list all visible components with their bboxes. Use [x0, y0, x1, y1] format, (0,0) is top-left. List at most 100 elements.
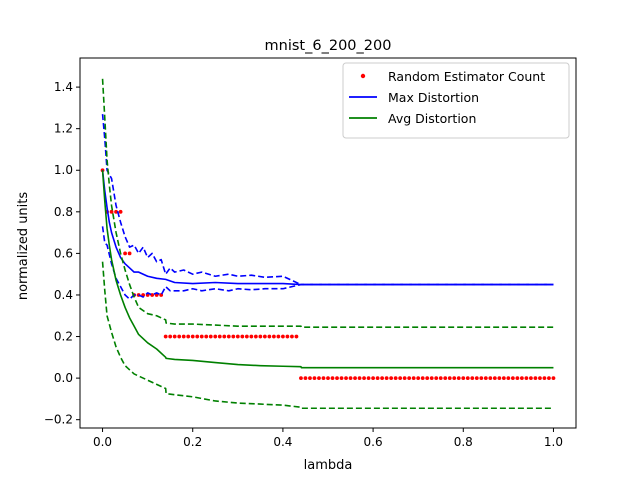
estimator-count-point	[461, 376, 466, 381]
estimator-count-point	[244, 334, 249, 339]
estimator-count-point	[127, 251, 132, 256]
estimator-count-point	[222, 334, 227, 339]
estimator-count-point	[339, 376, 344, 381]
y-tick-label: 1.2	[54, 122, 73, 136]
legend-label: Avg Distortion	[388, 111, 476, 126]
estimator-count-point	[465, 376, 470, 381]
estimator-count-point	[308, 376, 312, 381]
estimator-count-point	[271, 334, 276, 339]
y-tick-label: 1.0	[54, 163, 73, 177]
estimator-count-point	[262, 334, 267, 339]
estimator-count-point	[168, 334, 173, 339]
legend-marker	[360, 73, 366, 79]
x-tick-label: 0.6	[364, 435, 383, 449]
estimator-count-point	[186, 334, 191, 339]
estimator-count-point	[199, 334, 204, 339]
estimator-count-point	[375, 376, 380, 381]
y-tick-label: 0.4	[54, 288, 73, 302]
estimator-count-point	[474, 376, 479, 381]
legend: Random Estimator Count Max Distortion Avg …	[342, 62, 570, 139]
x-tick-label: 0.8	[454, 435, 473, 449]
estimator-count-point	[497, 376, 502, 381]
estimator-count-point	[317, 376, 321, 381]
x-tick-label: 1.0	[544, 435, 563, 449]
estimator-count-point	[501, 376, 506, 381]
axes: 0.0 0.2 0.4 0.6 0.8 1.0 −0.2 0.0 0.2 0.4 0.6 0.8 1.0…	[44, 57, 577, 449]
estimator-count-point	[181, 334, 186, 339]
estimator-count-point	[335, 376, 339, 381]
estimator-count-point	[217, 334, 222, 339]
estimator-count-point	[429, 376, 434, 381]
estimator-count-point	[321, 376, 326, 381]
estimator-count-point	[253, 334, 258, 339]
estimator-count-point	[235, 334, 240, 339]
estimator-count-point	[529, 376, 533, 381]
estimator-count-point	[190, 334, 195, 339]
estimator-count-point	[438, 376, 443, 381]
estimator-count-point	[411, 376, 416, 381]
estimator-count-point	[312, 376, 317, 381]
avg-distortion-band-line	[101, 261, 554, 410]
estimator-count-point	[479, 376, 484, 381]
estimator-count-point	[551, 376, 556, 381]
estimator-count-point	[285, 334, 290, 339]
estimator-count-point	[416, 376, 421, 381]
estimator-count-point	[533, 376, 538, 381]
estimator-count-point	[357, 376, 362, 381]
estimator-count-point	[407, 376, 412, 381]
estimator-count-point	[208, 334, 213, 339]
avg-distortion-band-line	[101, 78, 554, 328]
estimator-count-point	[344, 376, 348, 381]
estimator-count-point	[195, 334, 200, 339]
estimator-count-point	[380, 376, 385, 381]
legend-label: Random Estimator Count	[388, 69, 545, 84]
y-tick-label: 1.4	[54, 80, 73, 94]
x-axis-label: lambda	[304, 458, 353, 473]
y-axis-label: normalized units	[16, 192, 31, 301]
avg-distortion-line	[101, 170, 554, 369]
y-tick-label: 0.6	[54, 246, 73, 260]
x-tick-label: 0.2	[183, 435, 202, 449]
estimator-count-point	[506, 376, 511, 381]
estimator-count-point	[371, 376, 375, 381]
estimator-count-point	[109, 209, 114, 214]
estimator-count-point	[240, 334, 245, 339]
estimator-count-point	[353, 376, 357, 381]
plot-area	[100, 78, 556, 410]
estimator-count-point	[177, 334, 182, 339]
x-tick-label: 0.0	[93, 435, 112, 449]
estimator-count-point	[398, 376, 403, 381]
estimator-count-point	[299, 376, 303, 381]
estimator-count-point	[384, 376, 389, 381]
estimator-count-point	[276, 334, 281, 339]
estimator-count-point	[118, 209, 123, 214]
estimator-count-point	[443, 376, 448, 381]
estimator-count-point	[114, 209, 118, 214]
estimator-count-point	[123, 251, 127, 256]
max-distortion-band-line	[101, 226, 554, 300]
estimator-count-point	[326, 376, 330, 381]
x-tick-label: 0.4	[273, 435, 292, 449]
estimator-count-point	[362, 376, 366, 381]
estimator-count-point	[226, 334, 231, 339]
estimator-count-point	[348, 376, 353, 381]
y-tick-label: 0.2	[54, 330, 73, 344]
estimator-count-point	[366, 376, 371, 381]
estimator-count-point	[492, 376, 497, 381]
estimator-count-point	[456, 376, 461, 381]
estimator-count-point	[330, 376, 335, 381]
estimator-count-point	[538, 376, 542, 381]
estimator-count-point	[290, 334, 294, 339]
estimator-count-point	[163, 334, 168, 339]
estimator-count-point	[452, 376, 457, 381]
estimator-count-point	[515, 376, 520, 381]
chart-title: mnist_6_200_200	[265, 38, 392, 54]
estimator-count-point	[231, 334, 236, 339]
estimator-count-point	[393, 376, 398, 381]
estimator-count-point	[172, 334, 177, 339]
estimator-count-point	[420, 376, 425, 381]
estimator-count-point	[483, 376, 488, 381]
estimator-count-point	[389, 376, 394, 381]
estimator-count-point	[425, 376, 430, 381]
